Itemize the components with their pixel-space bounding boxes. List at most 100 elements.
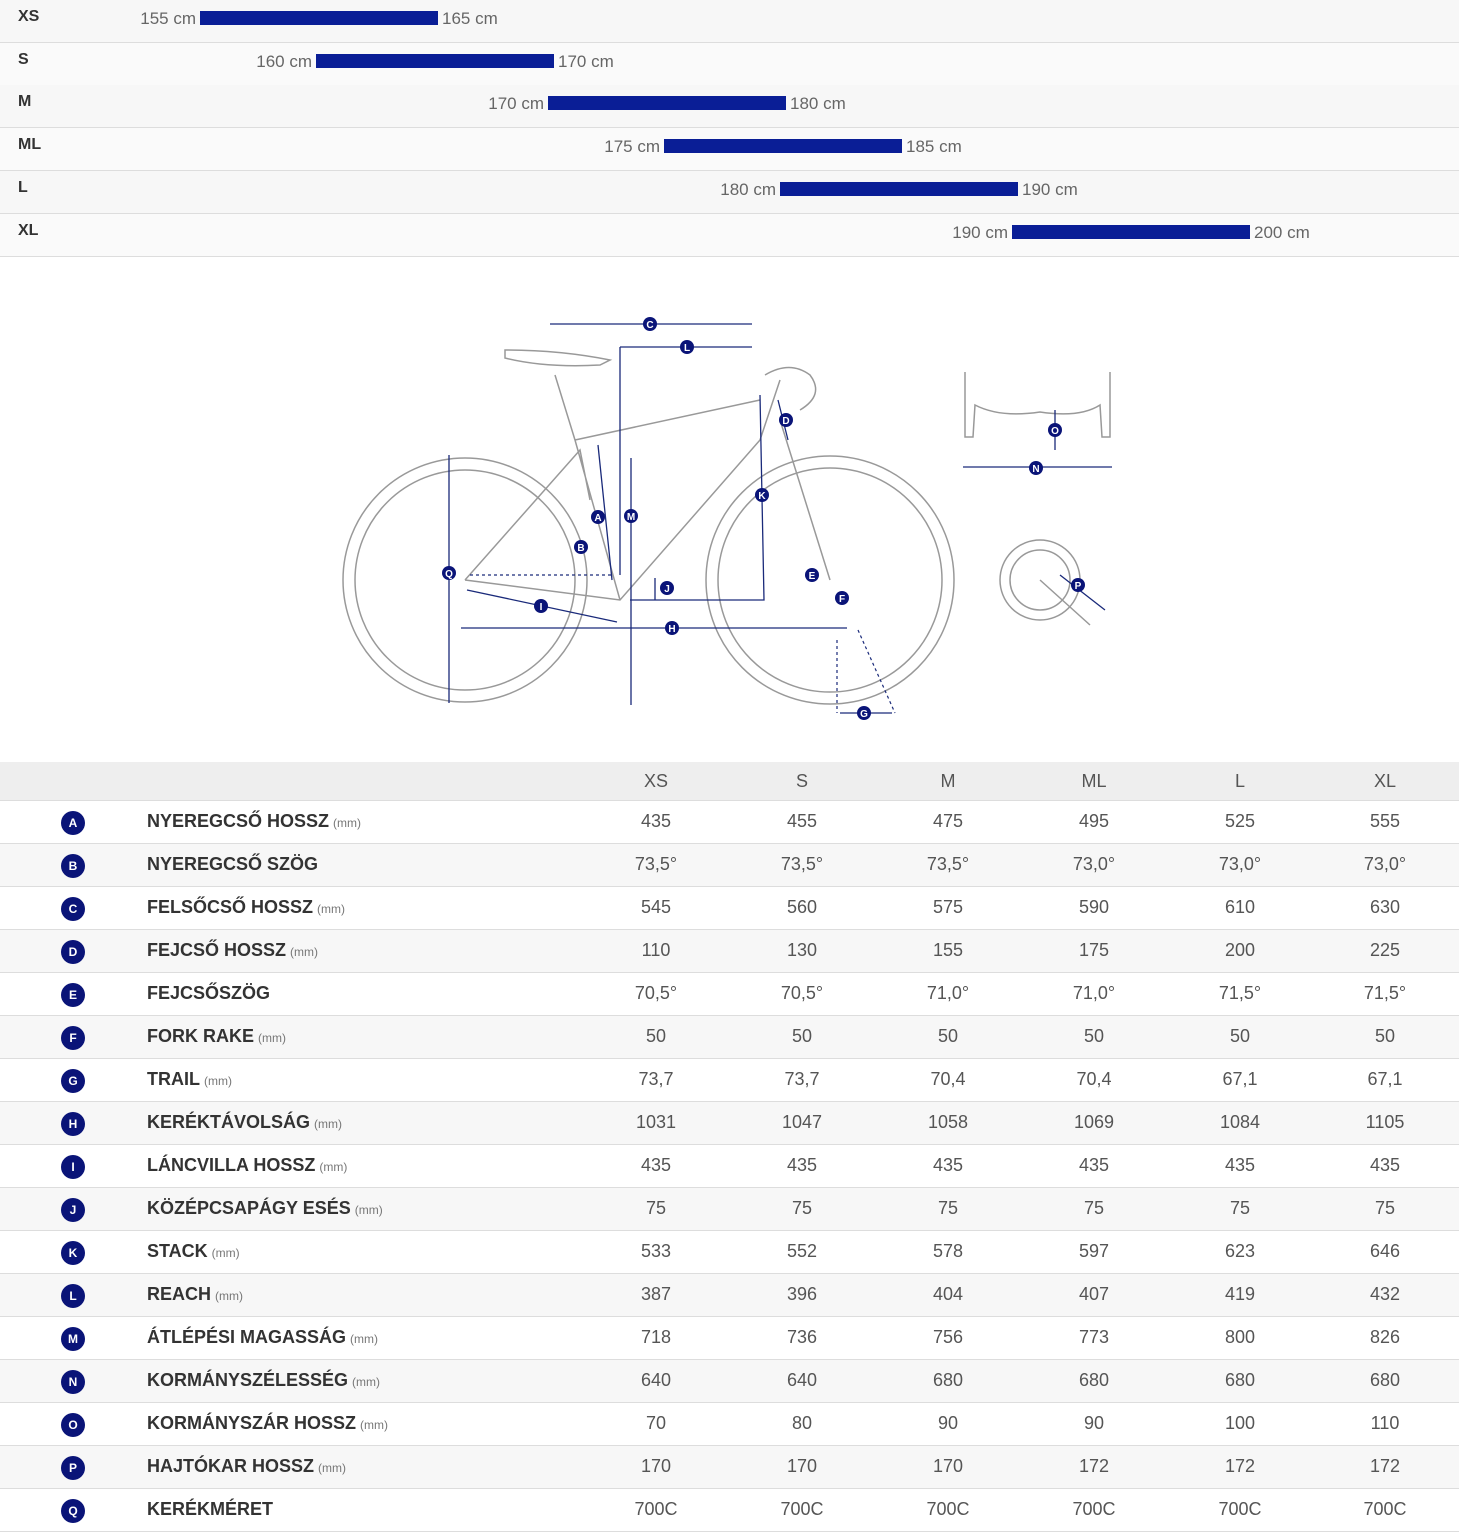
value-cell: 533: [640, 1241, 672, 1261]
row-name: KERÉKTÁVOLSÁG (mm): [147, 1112, 342, 1133]
letter-badge: P: [61, 1456, 85, 1480]
letter-label: I: [540, 602, 543, 613]
row-name: NYEREGCSŐ HOSSZ (mm): [147, 811, 361, 832]
letter-label: K: [758, 491, 766, 502]
height-from: 160 cm: [256, 51, 312, 71]
row-name-text: FELSŐCSŐ HOSSZ: [147, 897, 314, 917]
row-name: FEJCSŐ HOSSZ (mm): [147, 940, 318, 961]
letter-badge: J: [61, 1198, 85, 1222]
column-header: S: [795, 771, 808, 791]
height-bar: [316, 53, 554, 68]
value-cell: 90: [1083, 1413, 1105, 1433]
letter-badge: H: [61, 1112, 85, 1136]
size-row: ML 175 cm 185 cm: [0, 128, 1459, 172]
row-name-text: REACH: [147, 1284, 212, 1304]
row-name: TRAIL (mm): [147, 1069, 232, 1090]
row-unit: (mm): [204, 1074, 232, 1088]
row-name: LÁNCVILLA HOSSZ (mm): [147, 1155, 347, 1176]
table-row: G TRAIL (mm) 73,7 73,7 70,4 70,4 67,1 67,1: [0, 1059, 1459, 1102]
row-name: KERÉKMÉRET: [147, 1499, 273, 1520]
letter-badge: E: [61, 983, 85, 1007]
letter-marker: [534, 599, 548, 613]
value-cell: 75: [1374, 1198, 1396, 1218]
table-row: N KORMÁNYSZÉLESSÉG (mm) 640 640 680 680 680 680: [0, 1360, 1459, 1403]
row-name: KORMÁNYSZÉLESSÉG (mm): [147, 1370, 380, 1391]
letter-marker: [779, 413, 793, 427]
size-row: XS 155 cm 165 cm: [0, 0, 1459, 43]
value-cell: 555: [1369, 811, 1401, 831]
value-cell: 170: [932, 1456, 964, 1476]
value-cell: 172: [1369, 1456, 1401, 1476]
letter-label: Q: [445, 569, 453, 580]
value-cell: 50: [645, 1026, 667, 1046]
size-name: XS: [18, 8, 40, 25]
height-to: 190 cm: [1022, 179, 1078, 199]
letter-label: G: [860, 709, 868, 720]
height-to: 165 cm: [442, 9, 498, 28]
row-name: STACK (mm): [147, 1241, 240, 1262]
row-name: HAJTÓKAR HOSSZ (mm): [147, 1456, 346, 1477]
table-header: XS S M ML L XL: [0, 762, 1459, 801]
row-name-text: STACK: [147, 1241, 208, 1261]
size-row: L 180 cm 190 cm: [0, 170, 1459, 214]
letter-marker: [1071, 578, 1085, 592]
letter-label: P: [1075, 581, 1082, 592]
value-cell: 225: [1369, 940, 1401, 960]
value-cell: 70,5°: [780, 983, 824, 1003]
table-row: C FELSŐCSŐ HOSSZ (mm) 545 560 575 590 610 630: [0, 887, 1459, 930]
table-row: P HAJTÓKAR HOSSZ (mm) 170 170 170 172 172 172: [0, 1446, 1459, 1489]
value-cell: 387: [640, 1284, 672, 1304]
row-unit: (mm): [215, 1289, 243, 1303]
size-row: XL 190 cm 200 cm: [0, 213, 1459, 257]
height-bar: [548, 96, 786, 111]
table-row: B NYEREGCSŐ SZÖG 73,5° 73,5° 73,5° 73,0° 73,0°…: [0, 844, 1459, 887]
geometry-table: XS S M ML L XL A NYEREGCSŐ HOSSZ (mm) 435 455 475 49…: [0, 762, 1459, 1532]
letter-label: A: [594, 513, 601, 524]
value-cell: 170: [640, 1456, 672, 1476]
height-from: 155 cm: [140, 9, 196, 28]
value-cell: 800: [1224, 1327, 1256, 1347]
value-cell: 525: [1224, 811, 1256, 831]
letter-marker: [835, 591, 849, 605]
row-name-text: HAJTÓKAR HOSSZ: [147, 1456, 315, 1476]
row-name: FEJCSŐSZÖG: [147, 983, 270, 1004]
height-from: 170 cm: [488, 94, 544, 114]
value-cell: 646: [1369, 1241, 1401, 1261]
value-cell: 73,5°: [926, 854, 970, 874]
row-unit: (mm): [352, 1375, 381, 1389]
size-name: L: [18, 178, 28, 196]
value-cell: 575: [932, 897, 964, 917]
size-chart: XS 155 cm 165 cm S 160 cm 170 cm M 170 cm 180 cm…: [0, 0, 1459, 257]
letter-marker: [857, 706, 871, 720]
value-cell: 73,7: [638, 1069, 674, 1089]
value-cell: 432: [1369, 1284, 1401, 1304]
value-cell: 590: [1078, 897, 1110, 917]
value-cell: 419: [1224, 1284, 1256, 1304]
letter-badge: N: [61, 1370, 85, 1394]
value-cell: 1058: [927, 1112, 969, 1132]
value-cell: 435: [640, 1155, 672, 1175]
value-cell: 80: [791, 1413, 813, 1433]
value-cell: 73,5°: [780, 854, 824, 874]
value-cell: 70,4: [930, 1069, 966, 1089]
row-name-text: KORMÁNYSZÁR HOSSZ: [147, 1413, 357, 1433]
value-cell: 680: [1078, 1370, 1110, 1390]
height-bar: [664, 139, 902, 154]
value-cell: 560: [786, 897, 818, 917]
value-cell: 680: [932, 1370, 964, 1390]
height-bar: [1012, 224, 1250, 239]
row-name-text: FORK RAKE: [147, 1026, 254, 1046]
value-cell: 1084: [1219, 1112, 1261, 1132]
table-row: K STACK (mm) 533 552 578 597 623 646: [0, 1231, 1459, 1274]
value-cell: 71,5°: [1363, 983, 1407, 1003]
size-name: XL: [18, 221, 39, 239]
value-cell: 700C: [780, 1499, 824, 1519]
height-bar: [200, 11, 438, 25]
height-bar: [780, 181, 1018, 196]
height-from: 175 cm: [604, 137, 660, 157]
value-cell: 75: [1083, 1198, 1105, 1218]
table-row: H KERÉKTÁVOLSÁG (mm) 1031 1047 1058 1069 1084 11…: [0, 1102, 1459, 1145]
letter-label: C: [646, 320, 653, 331]
row-name-text: FEJCSŐ HOSSZ: [147, 940, 287, 960]
value-cell: 640: [640, 1370, 672, 1390]
